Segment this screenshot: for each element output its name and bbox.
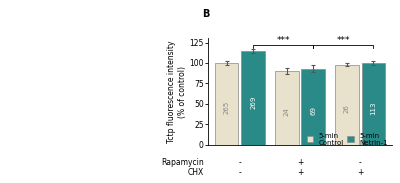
Bar xyxy=(335,65,358,145)
Text: +: + xyxy=(297,158,303,167)
Bar xyxy=(275,71,298,145)
Text: ***: *** xyxy=(276,36,290,44)
Text: 265: 265 xyxy=(224,101,230,114)
Text: -: - xyxy=(238,158,241,167)
Text: -: - xyxy=(359,158,362,167)
Text: 26: 26 xyxy=(344,104,350,113)
Text: CHX: CHX xyxy=(188,168,204,177)
Text: 24: 24 xyxy=(284,107,290,116)
Text: -: - xyxy=(238,168,241,177)
Text: +: + xyxy=(357,168,363,177)
Bar xyxy=(302,69,325,145)
Y-axis label: Tctp fluorescence intensity
(% of control): Tctp fluorescence intensity (% of contro… xyxy=(167,40,186,143)
Text: B: B xyxy=(202,9,209,19)
Text: +: + xyxy=(297,168,303,177)
Bar xyxy=(362,63,385,145)
Bar xyxy=(215,63,238,145)
Text: 269: 269 xyxy=(250,96,256,109)
Text: 69: 69 xyxy=(310,106,316,115)
Text: Rapamycin: Rapamycin xyxy=(162,158,204,167)
Text: 113: 113 xyxy=(370,101,376,115)
Text: ***: *** xyxy=(336,36,350,44)
Bar xyxy=(242,51,265,145)
Legend: 5-min
Control, 5-min
Netrin-1: 5-min Control, 5-min Netrin-1 xyxy=(306,132,388,146)
